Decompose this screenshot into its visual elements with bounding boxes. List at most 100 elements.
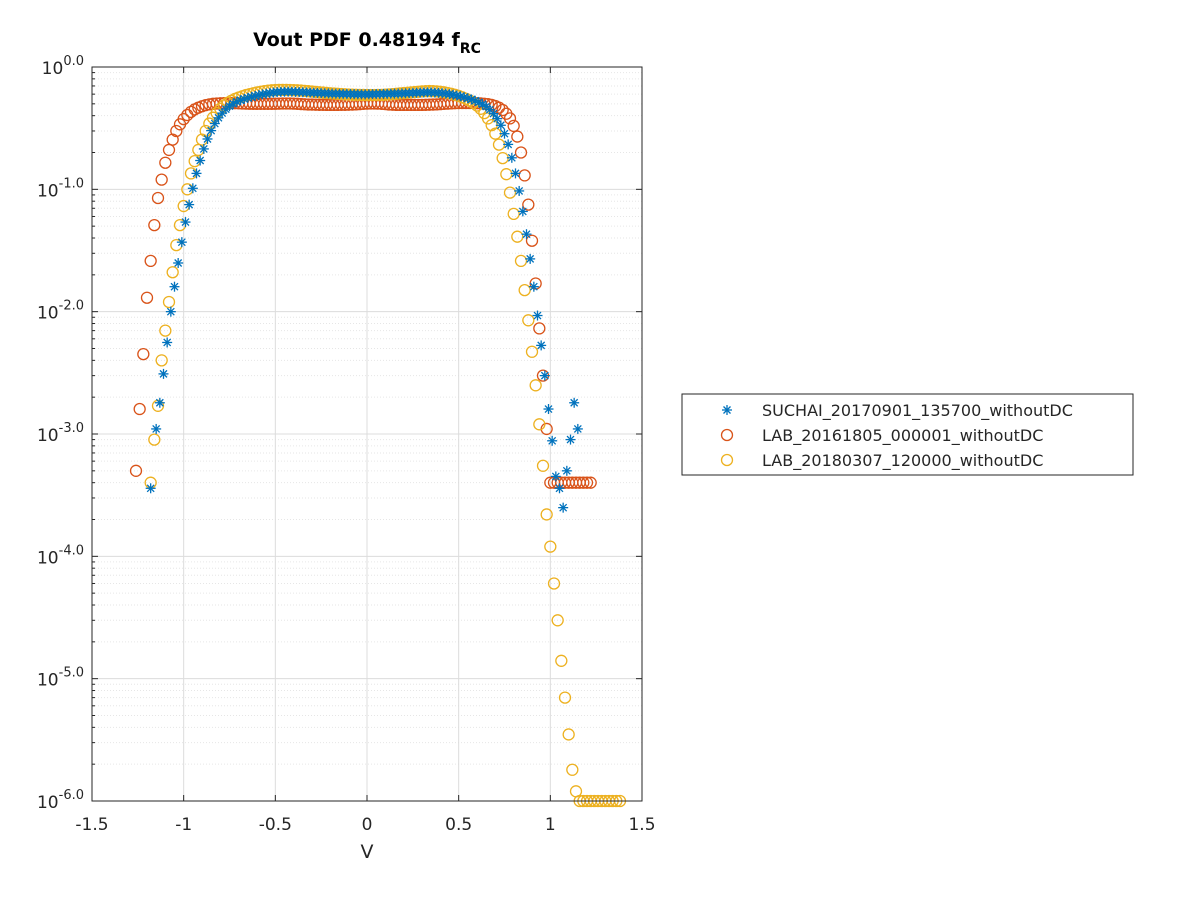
data-point — [561, 465, 572, 476]
data-point — [547, 435, 558, 446]
data-point — [195, 155, 206, 166]
y-tick-label: 10-2.0 — [37, 299, 84, 324]
data-point — [525, 234, 539, 247]
data-point — [517, 206, 528, 217]
data-point — [565, 434, 576, 445]
legend-marker — [720, 453, 734, 467]
x-tick-label: 1.5 — [628, 815, 655, 835]
data-point — [162, 295, 176, 309]
x-tick-label: 0 — [362, 815, 373, 835]
data-point — [148, 433, 161, 446]
x-tick-label: -1 — [175, 815, 192, 835]
x-tick-label: -0.5 — [259, 815, 292, 835]
data-point — [180, 217, 191, 228]
data-point — [532, 310, 543, 321]
data-point — [522, 198, 535, 211]
data-point — [184, 105, 198, 118]
data-point — [488, 108, 499, 119]
data-point — [176, 237, 187, 248]
data-point — [499, 128, 510, 139]
data-point — [154, 397, 165, 408]
data-point — [495, 120, 506, 131]
data-point — [514, 185, 525, 196]
y-tick-label: 10-6.0 — [37, 788, 84, 813]
legend-label: SUCHAI_20170901_135700_withoutDC — [762, 401, 1073, 421]
data-point — [155, 354, 168, 367]
data-point — [144, 254, 157, 268]
data-point — [536, 340, 547, 351]
chart-title-main: Vout PDF 0.48194 f — [253, 29, 460, 51]
data-point — [137, 347, 150, 361]
legend-label: LAB_20180307_120000_withoutDC — [762, 451, 1043, 471]
data-point — [562, 728, 575, 741]
data-point — [165, 306, 176, 317]
chart-title: Vout PDF 0.48194 fRC — [253, 29, 481, 57]
data-point — [511, 130, 524, 143]
y-tick-label: 10-5.0 — [37, 666, 84, 691]
data-point — [507, 207, 520, 221]
data-point — [544, 540, 557, 553]
x-tick-label: -1.5 — [75, 815, 108, 835]
data-point — [151, 423, 162, 434]
data-point — [159, 156, 172, 169]
data-point — [543, 404, 554, 415]
data-point — [525, 253, 536, 264]
data-point — [158, 368, 169, 379]
series-layer — [129, 83, 627, 808]
data-point — [129, 464, 143, 477]
data-point — [533, 322, 546, 335]
data-point — [162, 337, 173, 348]
data-point — [202, 133, 213, 144]
data-point — [503, 139, 514, 150]
data-point — [550, 471, 561, 482]
data-point — [166, 266, 179, 279]
legend-marker — [720, 428, 734, 442]
data-point — [554, 483, 565, 494]
data-point — [529, 379, 542, 392]
data-point — [510, 168, 521, 179]
data-point — [580, 476, 594, 489]
data-point — [170, 124, 183, 138]
data-point — [566, 763, 579, 776]
data-point — [507, 119, 520, 133]
data-point — [514, 254, 528, 268]
data-point — [518, 169, 531, 182]
data-point — [558, 691, 572, 704]
data-point — [496, 103, 509, 117]
data-point — [503, 112, 517, 125]
data-point — [539, 370, 550, 381]
legend-label: LAB_20161805_000001_withoutDC — [762, 426, 1043, 446]
data-point — [540, 508, 553, 521]
data-point — [521, 229, 532, 240]
y-tick-label: 10-1.0 — [37, 176, 84, 201]
data-point — [151, 191, 165, 205]
legend: SUCHAI_20170901_135700_withoutDC LAB_2016… — [681, 393, 1134, 476]
x-axis-ticks: -1.5 -1 -0.5 0 0.5 1 1.5 — [75, 67, 656, 835]
data-point — [173, 257, 184, 268]
y-tick-label: 100.0 — [42, 54, 84, 79]
data-point — [514, 146, 528, 159]
data-point — [191, 168, 202, 179]
data-point — [155, 173, 168, 186]
x-axis-label: V — [361, 841, 374, 863]
data-point — [522, 314, 535, 327]
data-point — [547, 577, 561, 590]
data-point — [140, 291, 154, 304]
data-point — [148, 218, 161, 232]
data-point — [511, 230, 524, 243]
data-point — [528, 281, 539, 292]
data-point — [555, 654, 568, 667]
y-axis-ticks: 100.0 10-1.0 10-2.0 10-3.0 10-4.0 10-5.0 10-6.… — [37, 54, 642, 813]
legend-box — [681, 393, 1134, 476]
chart-title-subscript: RC — [460, 41, 481, 57]
data-point — [206, 125, 217, 136]
data-point — [166, 133, 179, 146]
data-point — [551, 614, 564, 627]
data-point — [209, 118, 220, 129]
data-point — [518, 283, 531, 297]
data-point — [506, 152, 517, 163]
data-point — [572, 423, 583, 434]
x-tick-label: 1 — [545, 815, 556, 835]
data-point — [525, 345, 539, 358]
